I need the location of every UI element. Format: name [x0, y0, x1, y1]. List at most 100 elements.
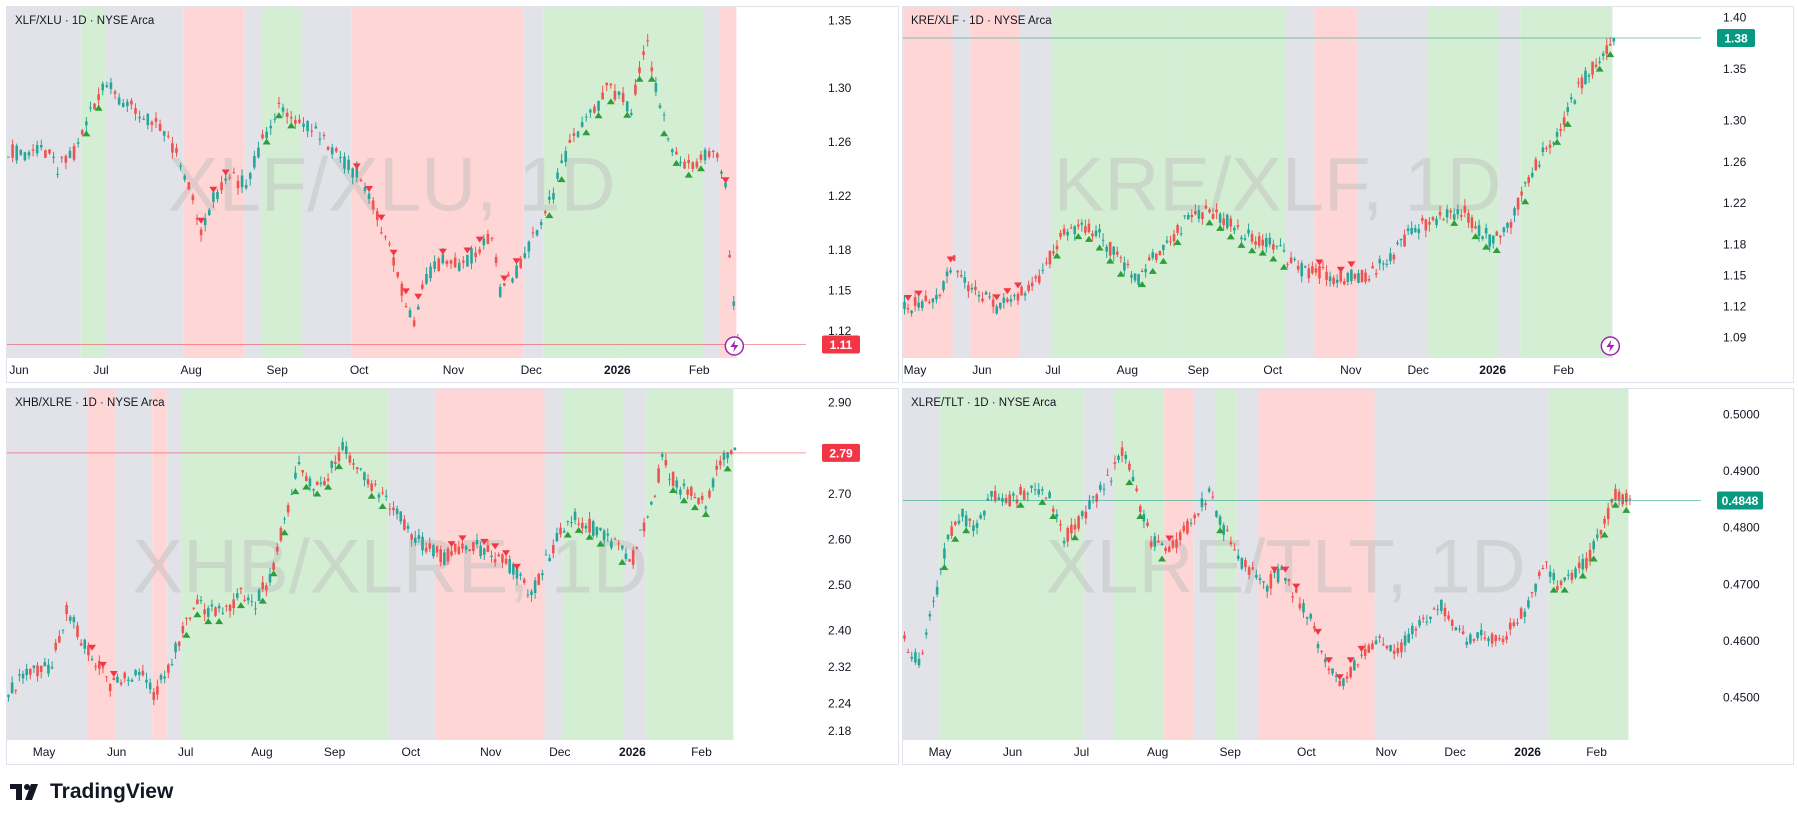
candle-body: [1296, 265, 1300, 270]
candle-body: [1321, 266, 1325, 268]
sell-signal-marker: [475, 236, 484, 243]
candle-body: [683, 161, 686, 169]
candle-body: [1499, 235, 1502, 238]
candle-body: [1573, 100, 1577, 104]
candle-body: [1197, 513, 1200, 516]
candle-body: [646, 40, 649, 42]
candle-body: [315, 481, 319, 486]
candle-body: [344, 446, 348, 455]
candle-body: [1516, 622, 1519, 624]
candle-body: [997, 497, 1001, 500]
candle-body: [1287, 579, 1291, 582]
candle-body: [981, 298, 984, 302]
candle-body: [1006, 298, 1009, 302]
sell-signal-marker: [1346, 657, 1355, 664]
candles: [903, 37, 1616, 317]
candle-body: [711, 150, 715, 152]
candle-body: [181, 626, 185, 633]
candle-body: [920, 301, 924, 309]
y-tick-label: 2.18: [828, 724, 852, 738]
candle-body: [341, 442, 344, 450]
candle-body: [1339, 271, 1343, 282]
candle-body: [130, 100, 133, 105]
candle-body: [1160, 543, 1164, 546]
candle-body: [1498, 638, 1501, 640]
y-tick-label: 1.30: [1723, 114, 1747, 128]
candle-body: [548, 557, 551, 562]
chart-panel-xlf-xlu[interactable]: XLF/XLU, 1D 1.35 1.30 1.26 1.22 1.18 1.15 1.12 1…: [6, 6, 899, 383]
candle-body: [928, 301, 931, 303]
candle-body: [945, 271, 949, 277]
sell-signal-marker: [1013, 282, 1022, 289]
candle-body: [1037, 489, 1041, 495]
candle-body: [1095, 494, 1099, 502]
candle-body: [1179, 233, 1183, 235]
buy-signal-marker: [1125, 479, 1134, 486]
candle-body: [28, 668, 32, 675]
buy-signal-marker: [274, 112, 283, 119]
candle-body: [924, 632, 928, 635]
buy-signal-marker: [723, 465, 732, 472]
candle-body: [399, 511, 403, 522]
candle-body: [367, 193, 371, 199]
chart-svg[interactable]: XHB/XLRE, 1D 2.90 2.70 2.60 2.50 2.40 2.32 2.24…: [7, 389, 898, 764]
candle-body: [1269, 574, 1273, 589]
candle-body: [946, 534, 950, 540]
candle-body: [1048, 250, 1052, 265]
candle-body: [97, 94, 100, 101]
candle-body: [1414, 628, 1418, 631]
buy-signal-marker: [680, 497, 689, 504]
candle-body: [1183, 215, 1186, 217]
candle-body: [938, 294, 942, 296]
candle-body: [228, 177, 232, 179]
candle-body: [1218, 213, 1222, 223]
y-tick-label: 0.4600: [1723, 634, 1760, 648]
candle-body: [1320, 651, 1323, 653]
candle-body: [979, 514, 982, 519]
x-tick-label: Jun: [972, 363, 991, 377]
candle-body: [1592, 541, 1595, 550]
candle-body: [1293, 259, 1296, 261]
candle-body: [90, 658, 94, 660]
candle-body: [1084, 511, 1088, 519]
candle-body: [1425, 621, 1429, 623]
candle-body: [154, 118, 158, 122]
candle-body: [283, 518, 286, 520]
candle-body: [572, 133, 576, 136]
chart-panel-xlre-tlt[interactable]: XLRE/TLT, 1D 0.5000 0.4900 0.4800 0.4700 0.46…: [902, 388, 1794, 765]
chart-header: XLF/XLU · 1D · NYSE Arca: [15, 15, 155, 27]
x-tick-label: Jul: [1045, 363, 1060, 377]
candle-body: [1400, 642, 1403, 653]
candle-body: [1175, 539, 1178, 548]
chart-svg[interactable]: KRE/XLF, 1D 1.40 1.35 1.30 1.26 1.22 1.18 1.15 1…: [903, 7, 1793, 382]
candle-body: [1352, 660, 1356, 671]
chart-panel-xhb-xlre[interactable]: XHB/XLRE, 1D 2.90 2.70 2.60 2.50 2.40 2.32 2.24…: [6, 388, 899, 765]
candle-body: [1479, 629, 1483, 636]
candle-body: [428, 543, 432, 549]
chart-svg[interactable]: XLRE/TLT, 1D0.50000.49000.48000.47000.46…: [903, 389, 1793, 764]
regime-band-gray: [388, 389, 436, 740]
candle-body: [396, 272, 400, 277]
candle-body: [1364, 272, 1367, 282]
candle-body: [410, 534, 413, 540]
candle-body: [631, 550, 635, 565]
y-tick-label: 1.26: [1723, 155, 1747, 169]
buy-signal-marker: [618, 558, 627, 565]
chart-svg[interactable]: XLF/XLU, 1D1.351.301.261.221.181.151.121…: [7, 7, 898, 382]
candle-body: [963, 277, 967, 283]
candle-body: [298, 119, 301, 123]
chart-panel-kre-xlf[interactable]: KRE/XLF, 1D 1.40 1.35 1.30 1.26 1.22 1.18 1.15 1…: [902, 6, 1794, 383]
candle-body: [392, 507, 395, 511]
regime-band-gray: [302, 7, 352, 358]
candle-body: [1508, 622, 1512, 630]
sell-signal-marker: [365, 186, 374, 193]
candle-body: [984, 292, 988, 295]
candle-body: [1119, 257, 1123, 259]
candle-body: [1452, 214, 1456, 220]
buy-signal-marker: [1606, 51, 1615, 58]
candle-body: [943, 548, 946, 559]
tradingview-brand[interactable]: TradingView: [10, 780, 173, 804]
candle-body: [76, 142, 80, 144]
candle-body: [134, 108, 137, 114]
candle-body: [1135, 488, 1138, 491]
